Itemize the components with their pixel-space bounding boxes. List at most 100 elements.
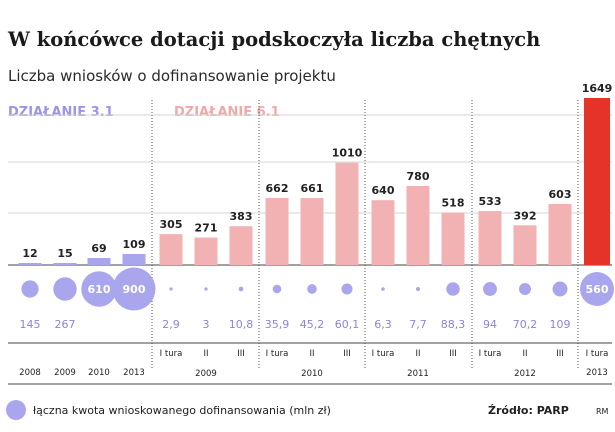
category-axis: I tura II III I tura II III I tura II III I tura I…: [8, 342, 612, 385]
amount-bubble-3: [112, 267, 156, 311]
amount-label: 10,8: [229, 318, 254, 331]
amount-bubble-6: [238, 286, 244, 292]
amount-bubble-1: [53, 277, 77, 301]
amount-bubble-15: [552, 281, 568, 297]
chart-title: W końcówce dotacji podskoczyła liczba ch…: [7, 28, 540, 51]
year-label: 2012: [514, 369, 536, 379]
bar-value-label: 661: [301, 182, 324, 195]
amount-label: 7,7: [409, 318, 427, 331]
bar-7: [265, 197, 289, 265]
amount-bubble-11: [416, 287, 420, 291]
amount-bubbles: [21, 267, 614, 311]
year-label: 2009: [195, 369, 217, 379]
bar-14: [513, 225, 537, 265]
bar-2: [87, 258, 111, 265]
amount-bubble-5: [204, 287, 208, 291]
bar-16: [584, 98, 610, 265]
bar-value-label: 518: [442, 197, 465, 210]
bar-11: [406, 186, 430, 265]
amount-bubble-7: [272, 284, 282, 294]
year-label: 2008: [19, 368, 41, 378]
bar-9: [335, 162, 359, 265]
amount-label: 267: [55, 318, 76, 331]
bar-value-label: 69: [91, 242, 106, 255]
sub-label: III: [556, 349, 564, 359]
bar-5: [194, 237, 218, 265]
amount-label: 88,3: [441, 318, 466, 331]
bar-15: [548, 203, 572, 265]
sub-label: I tura: [266, 349, 289, 359]
amount-label: 94: [483, 318, 497, 331]
bar-value-label: 1010: [332, 147, 363, 160]
amount-bubble-13: [483, 282, 497, 296]
amount-label: 6,3: [374, 318, 392, 331]
year-label: 2013: [123, 368, 145, 378]
bar-1: [53, 263, 77, 265]
bar-value-label: 1649: [582, 82, 613, 95]
amount-bubble-10: [381, 287, 385, 291]
bar-value-label: 533: [479, 195, 502, 208]
bar-value-label: 15: [57, 247, 72, 260]
bar-12: [441, 212, 465, 265]
bar-6: [229, 226, 253, 265]
amount-label: 2,9: [162, 318, 180, 331]
amount-labels: 145 267 610 900 2,9 3 10,8 35,9 45,2 60,1 6,3 7,7 88…: [20, 283, 609, 331]
sub-label: III: [343, 349, 351, 359]
sub-label: II: [203, 349, 208, 359]
year-label: 2010: [301, 369, 323, 379]
amount-bubble-8: [307, 284, 317, 294]
bar-value-labels: 12 15 69 109 305 271 383 662 661 1010 640 780 518 533…: [22, 82, 612, 260]
amount-label: 70,2: [513, 318, 538, 331]
legend-label: łączna kwota wnioskowanego dofinansowani…: [33, 404, 331, 417]
sub-label: I tura: [586, 349, 609, 359]
sub-label: II: [309, 349, 314, 359]
amount-bubble-4: [169, 287, 173, 291]
amount-bubble-9: [341, 283, 353, 295]
amount-bubble-14: [518, 282, 532, 296]
sub-label: II: [415, 349, 420, 359]
sub-label: I tura: [479, 349, 502, 359]
sub-label: I tura: [372, 349, 395, 359]
year-label: 2010: [88, 368, 110, 378]
bar-value-label: 109: [123, 238, 146, 251]
bar-value-label: 780: [407, 170, 430, 183]
sub-label: III: [449, 349, 457, 359]
amount-label: 3: [203, 318, 210, 331]
bar-10: [371, 200, 395, 265]
sub-label: II: [522, 349, 527, 359]
section-label-dzialanie-6-1: DZIAŁANIE 6.1: [174, 105, 280, 120]
bar-value-label: 640: [372, 184, 395, 197]
sub-label: III: [237, 349, 245, 359]
chart-subtitle: Liczba wniosków o dofinansowanie projekt…: [8, 67, 336, 85]
bar-value-label: 662: [266, 182, 289, 195]
bar-value-label: 305: [160, 218, 183, 231]
bar-value-label: 12: [22, 247, 37, 260]
bar-value-label: 271: [195, 222, 218, 235]
amount-bubble-12: [446, 282, 460, 296]
section-label-dzialanie-3-1: DZIAŁANIE 3.1: [8, 105, 114, 120]
amount-bubble-16: [580, 272, 614, 306]
amount-label: 560: [586, 283, 609, 296]
group-separators: [151, 100, 579, 370]
legend-bubble-icon: [6, 400, 26, 420]
amount-label: 145: [20, 318, 41, 331]
author-signature: RM: [596, 407, 609, 416]
bar-value-label: 603: [549, 188, 572, 201]
bar-13: [478, 211, 502, 265]
bar-8: [300, 198, 324, 265]
bar-series: [18, 98, 610, 265]
amount-label: 45,2: [300, 318, 325, 331]
amount-label: 60,1: [335, 318, 360, 331]
bar-4: [159, 234, 183, 265]
amount-bubble-2: [81, 271, 117, 307]
amount-label: 109: [550, 318, 571, 331]
bar-3: [122, 253, 146, 265]
source-label: Źródło: PARP: [488, 404, 569, 417]
year-label: 2011: [407, 369, 429, 379]
amount-label: 610: [88, 283, 111, 296]
bar-0: [18, 263, 42, 265]
amount-bubble-0: [21, 280, 39, 298]
bar-value-label: 383: [230, 210, 253, 223]
bar-value-label: 392: [514, 209, 537, 222]
